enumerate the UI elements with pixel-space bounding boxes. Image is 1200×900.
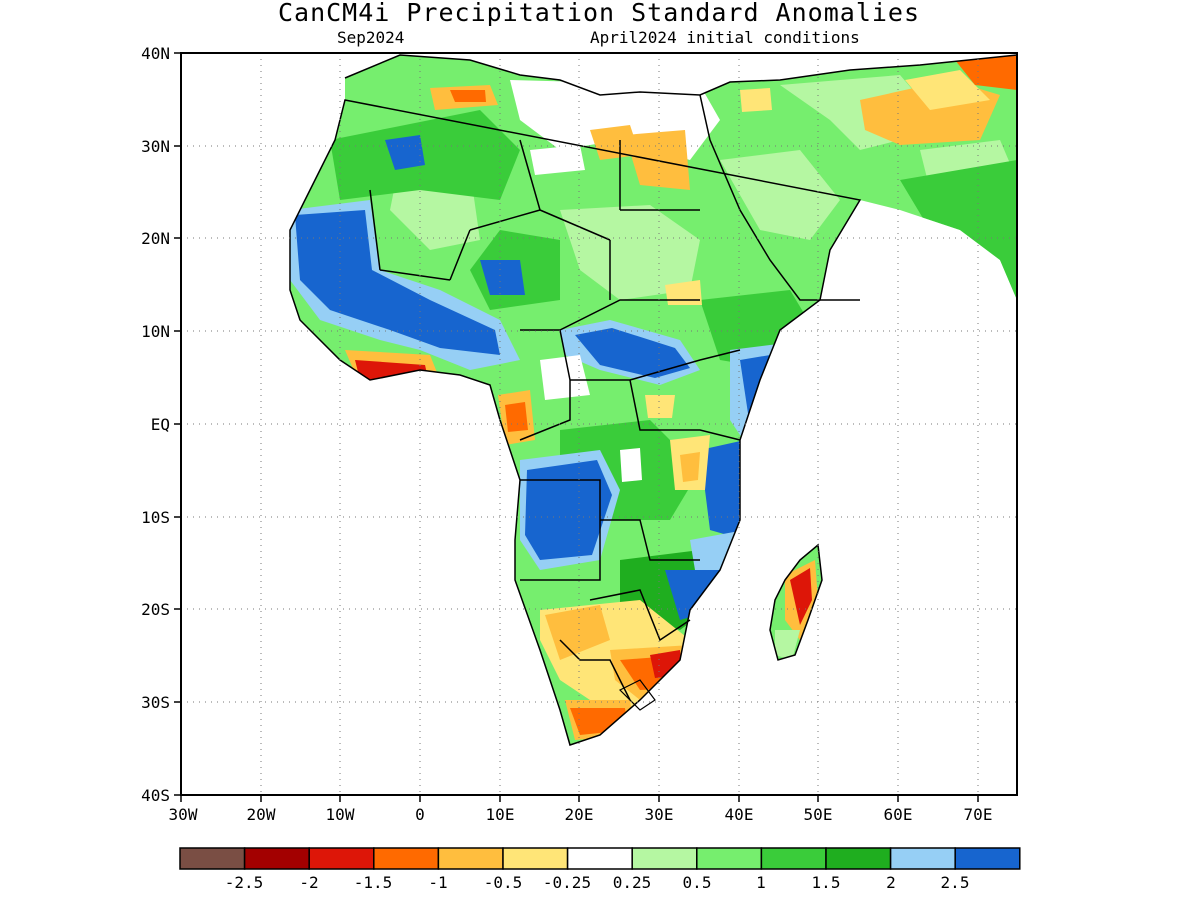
country-boundaries	[289, 54, 1017, 746]
lon-label: 10W	[326, 805, 355, 824]
legend-swatch	[308, 847, 375, 870]
legend-swatch	[696, 847, 763, 870]
init-conditions-label: April2024 initial conditions	[590, 28, 860, 47]
valid-month-label: Sep2024	[337, 28, 405, 47]
lon-label: 70E	[964, 805, 993, 824]
axis-ticks	[174, 52, 979, 802]
legend-swatch	[243, 847, 310, 870]
legend-swatch	[437, 847, 504, 870]
legend-swatch	[179, 847, 246, 870]
legend-label: 1	[756, 873, 766, 892]
lat-label: 40N	[141, 44, 170, 63]
legend-label: 0.25	[613, 873, 652, 892]
lat-label: 20N	[141, 229, 170, 248]
legend-swatch	[760, 847, 827, 870]
legend-label: -2	[299, 873, 318, 892]
lon-label: 30E	[645, 805, 674, 824]
lon-label: 10E	[486, 805, 515, 824]
color-legend	[179, 847, 1021, 870]
legend-swatch	[631, 847, 698, 870]
legend-swatch	[566, 847, 633, 870]
legend-label: 1.5	[812, 873, 841, 892]
legend-swatch	[825, 847, 892, 870]
lat-label: 30S	[141, 693, 170, 712]
legend-label: 2	[886, 873, 896, 892]
lat-label: EQ	[151, 415, 170, 434]
lat-label: 10S	[141, 508, 170, 527]
lon-label: 50E	[804, 805, 833, 824]
lon-label: 60E	[884, 805, 913, 824]
legend-swatch	[954, 847, 1021, 870]
legend-label: 2.5	[941, 873, 970, 892]
lon-label: 20W	[247, 805, 276, 824]
lat-label: 40S	[141, 786, 170, 805]
legend-label: -2.5	[225, 873, 264, 892]
graticule	[181, 53, 1017, 795]
legend-label: -0.5	[484, 873, 523, 892]
lat-label: 20S	[141, 600, 170, 619]
lon-label: 20E	[565, 805, 594, 824]
legend-labels: -2.5 -2 -1.5 -1 -0.5 -0.25 0.25 0.5 1 1.…	[225, 873, 970, 892]
lon-label: 40E	[725, 805, 754, 824]
legend-label: -0.25	[543, 873, 591, 892]
legend-swatch	[502, 847, 569, 870]
legend-label: 0.5	[683, 873, 712, 892]
lon-label: 0	[415, 805, 425, 824]
legend-label: -1	[428, 873, 447, 892]
lon-label: 30W	[169, 805, 198, 824]
legend-label: -1.5	[354, 873, 393, 892]
legend-swatch	[889, 847, 956, 870]
map-title: CanCM4i Precipitation Standard Anomalies	[277, 0, 921, 27]
legend-swatch	[373, 847, 440, 870]
lat-label: 30N	[141, 137, 170, 156]
lat-label: 10N	[141, 322, 170, 341]
